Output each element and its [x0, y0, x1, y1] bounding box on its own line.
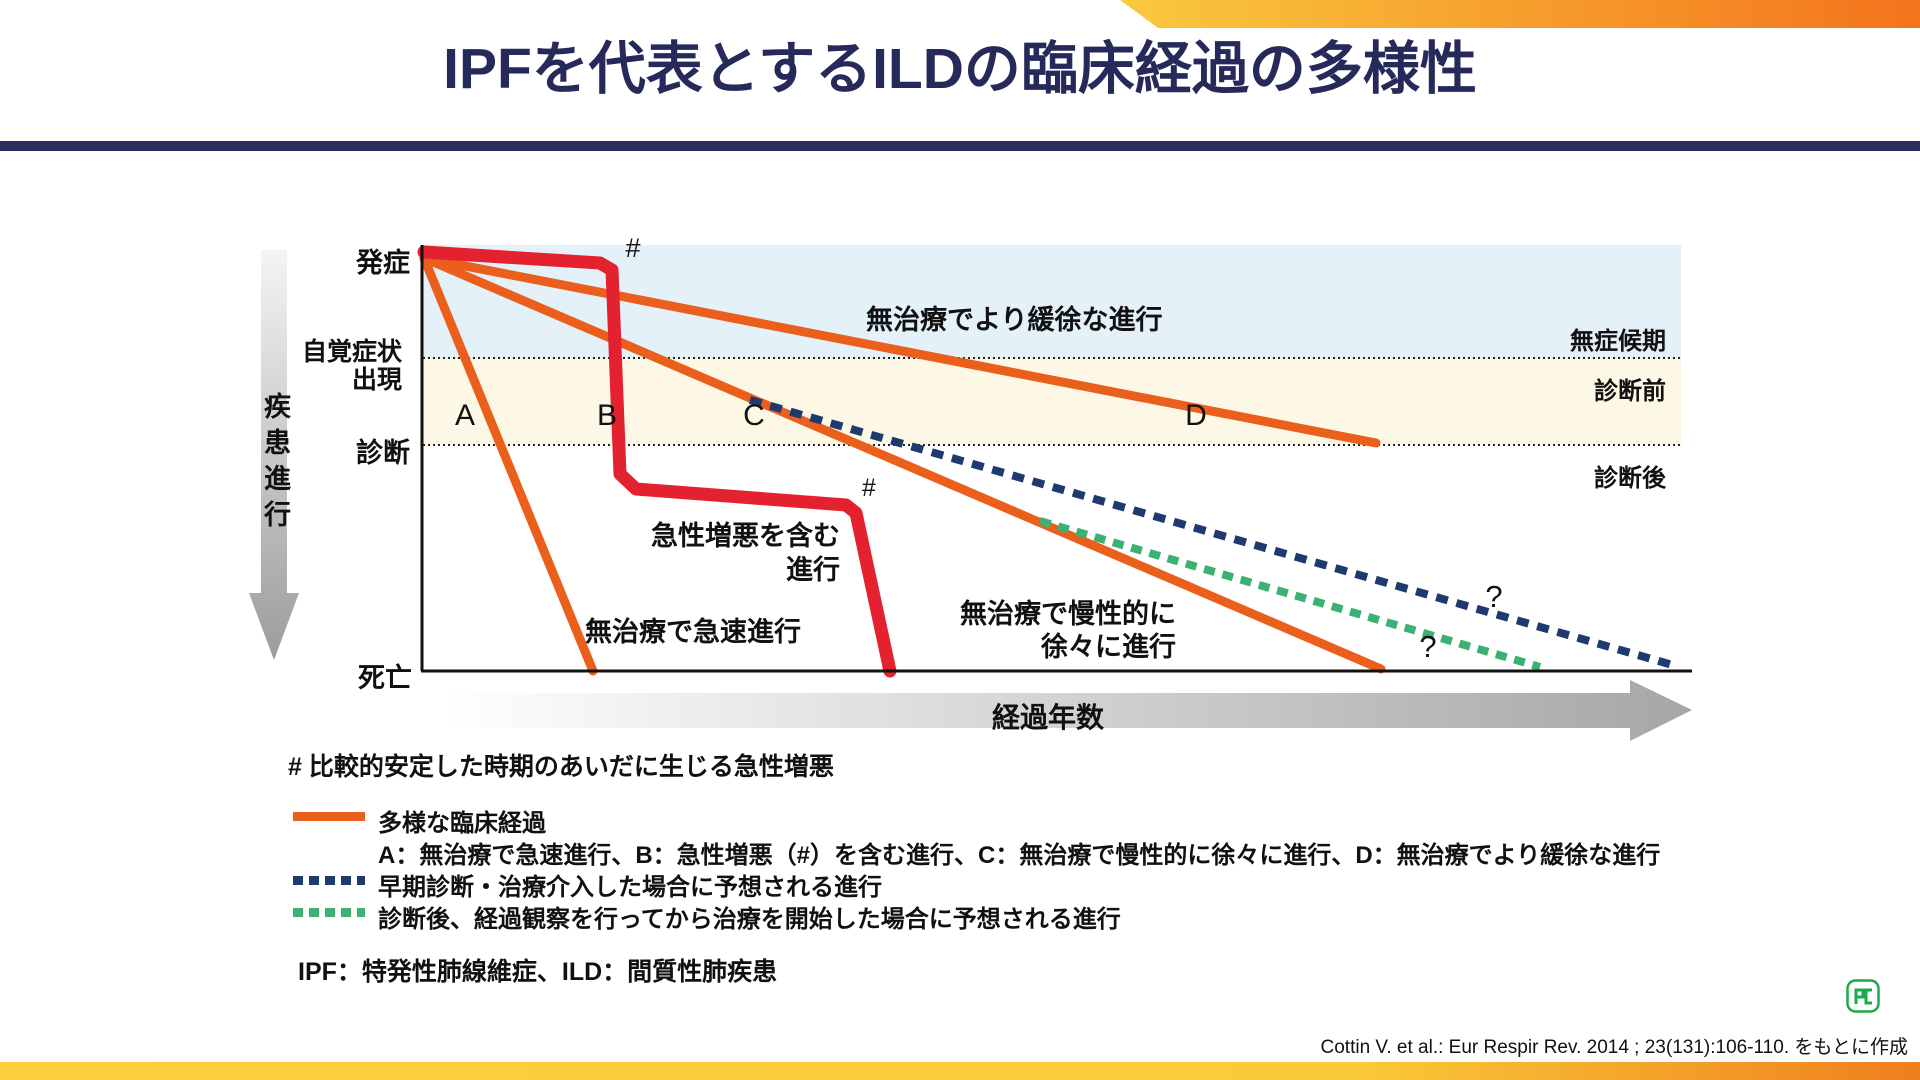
course-A-rapid-line: [419, 253, 598, 676]
axis-label-symptom-line1: 自覚症状: [301, 338, 402, 366]
hash-footnote: # 比較的安定した時期のあいだに生じる急性増悪: [288, 753, 834, 781]
question-mark-green: ?: [1419, 629, 1437, 664]
citation-text: Cottin V. et al.: Eur Respir Rev. 2014 ;…: [1320, 1037, 1908, 1058]
page-title: IPFを代表とするILDの臨床経過の多様性: [443, 37, 1477, 101]
label-gradual-progression: 無治療でより緩徐な進行: [866, 305, 1163, 335]
pre-diagnosis-band: [423, 358, 1681, 445]
legend-label-course-descriptions: A：無治療で急速進行、B：急性増悪（#）を含む進行、C：無治療で慢性的に徐々に進…: [378, 842, 1661, 869]
legend-swatch-green-dashed: [293, 908, 365, 917]
label-acute-progression-line2: 進行: [786, 555, 840, 585]
top-accent-band: [1120, 0, 1920, 28]
course-letter-C: C: [743, 399, 765, 432]
course-letter-D: D: [1185, 399, 1207, 432]
legend-swatch-navy-dashed: [293, 876, 365, 885]
time-axis-arrow: [445, 680, 1692, 741]
axis-label-symptom-line2: 出現: [351, 366, 402, 394]
zone-label-asymptomatic: 無症候期: [1570, 328, 1666, 355]
axis-label-diagnosis: 診断: [356, 438, 410, 468]
course-letter-B: B: [596, 399, 617, 432]
zone-label-pre-diagnosis: 診断前: [1594, 378, 1666, 405]
hash-mark-mid: #: [862, 474, 876, 502]
pc-logo-icon: [1846, 979, 1880, 1013]
label-rapid-progression: 無治療で急速進行: [585, 617, 801, 647]
early-treatment-dashed-line: [748, 396, 1678, 670]
zone-label-post-diagnosis: 診断後: [1594, 465, 1666, 492]
label-chronic-progression-line1: 無治療で慢性的に: [960, 599, 1176, 629]
axis-label-death: 死亡: [358, 663, 412, 693]
label-acute-progression-line1: 急性増悪を含む: [651, 521, 840, 551]
legend-swatch-orange-solid: [293, 812, 365, 821]
hash-mark-top: #: [625, 233, 641, 263]
legend-label-various-courses: 多様な臨床経過: [378, 810, 546, 837]
bottom-accent-bar: [0, 1062, 1920, 1080]
course-C-chronic-line: [419, 253, 1386, 674]
delayed-treatment-dashed-line: [1038, 517, 1542, 671]
course-letter-A: A: [454, 399, 475, 432]
x-axis-title: 経過年数: [992, 702, 1105, 733]
legend-label-early-treatment: 早期診断・治療介入した場合に予想される進行: [378, 874, 882, 901]
label-chronic-progression-line2: 徐々に進行: [1041, 632, 1176, 662]
course-B-acute-exacerbation-line: [417, 245, 897, 678]
legend-label-delayed-treatment: 診断後、経過観察を行ってから治療を開始した場合に予想される進行: [378, 906, 1121, 933]
axis-label-onset: 発症: [356, 248, 410, 278]
question-mark-navy: ?: [1485, 579, 1503, 614]
disease-progression-arrow: [249, 250, 299, 660]
title-divider-bar: [0, 141, 1920, 151]
abbreviation-note: IPF：特発性肺線維症、ILD：間質性肺疾患: [298, 958, 778, 986]
y-axis-title: 疾患進行: [260, 392, 290, 536]
course-D-gradual-line: [419, 253, 1381, 448]
